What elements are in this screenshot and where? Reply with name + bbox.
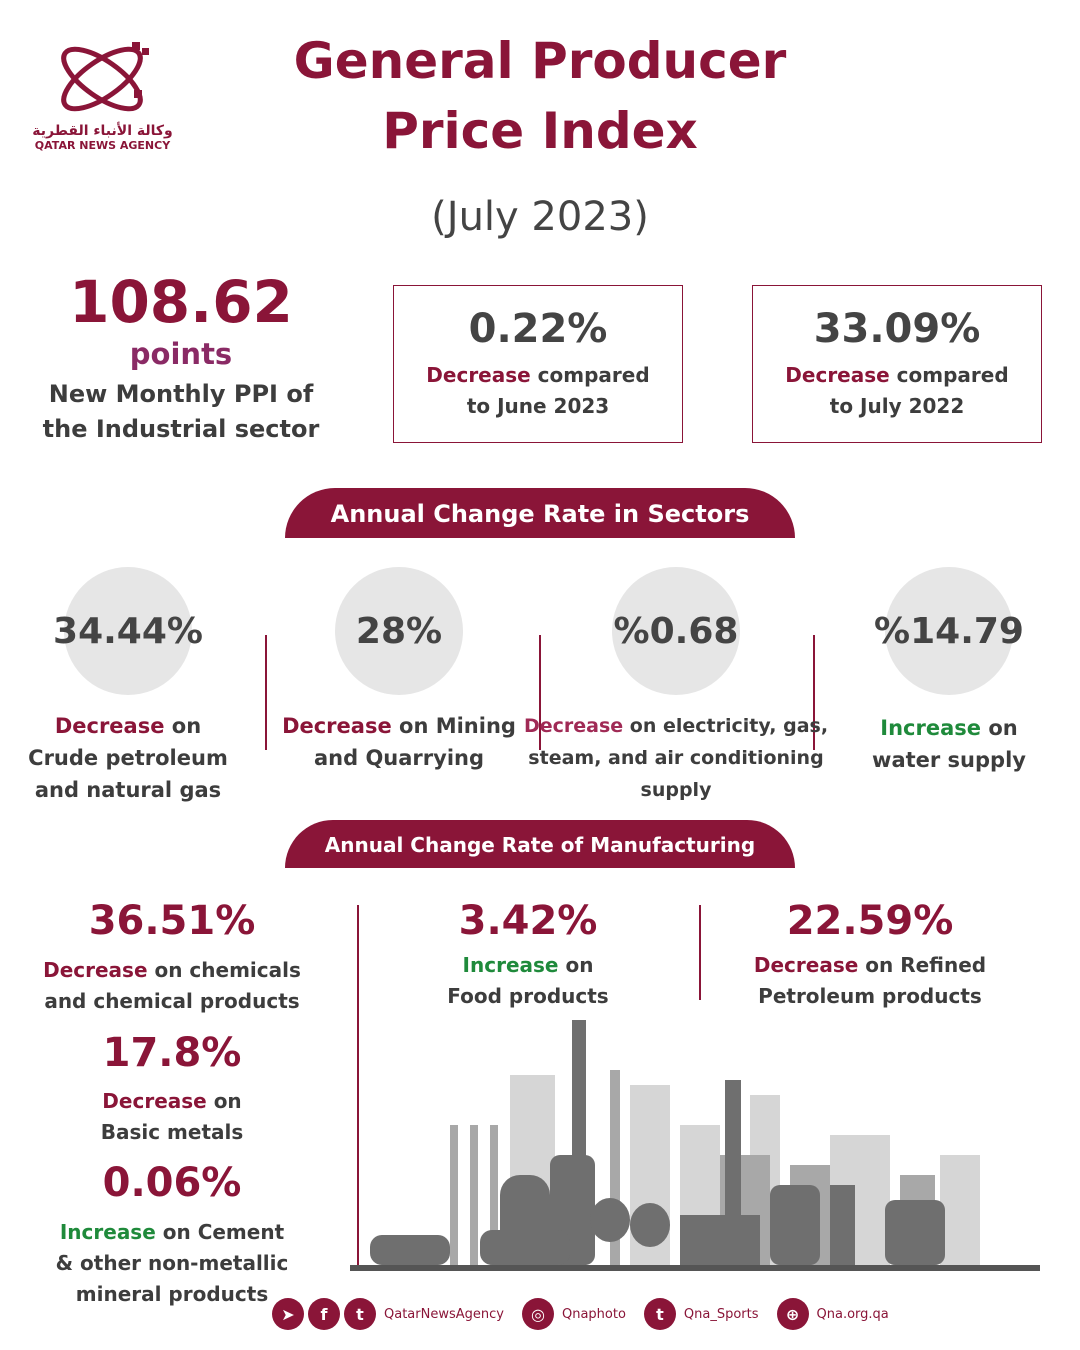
manufacturing-value: 3.42% xyxy=(458,898,598,944)
divider xyxy=(357,905,359,1265)
sector-name: Crude petroleum xyxy=(28,746,228,770)
sector-name: and Quarrying xyxy=(313,746,485,770)
change-text: on xyxy=(981,716,1018,740)
sector-circle: 28% xyxy=(335,567,463,695)
sector-caption: Increase on water supply xyxy=(872,712,1026,776)
title-line1: General Producer xyxy=(293,32,787,90)
instagram-handle[interactable]: Qnaphoto xyxy=(561,1306,626,1322)
monthly-change-value: 0.22% xyxy=(468,306,608,352)
divider xyxy=(265,635,267,750)
change-text: compared xyxy=(889,363,1009,387)
manufacturing-value: 22.59% xyxy=(786,898,954,944)
annual-change-value: 33.09% xyxy=(813,306,981,352)
change-text: compared xyxy=(530,363,650,387)
sector-name: water supply xyxy=(872,748,1026,772)
instagram-icon[interactable]: ◎ xyxy=(521,1298,554,1330)
manufacturing-caption: Increase on Cement & other non-metallic mi… xyxy=(56,1217,289,1310)
change-label: Decrease xyxy=(753,953,859,977)
divider xyxy=(813,635,815,750)
sector-name: steam, and air conditioning xyxy=(528,747,824,769)
manufacturing-value: 36.51% xyxy=(88,898,256,944)
globe-icon[interactable]: ⊕ xyxy=(776,1298,809,1330)
change-text: on xyxy=(164,714,202,738)
logo-english: QATAR NEWS AGENCY xyxy=(34,139,171,152)
industrial-skyline-illustration xyxy=(350,1020,1040,1271)
sector-caption: Decrease on electricity, gas, steam, and … xyxy=(524,710,828,806)
manufacturing-caption: Decrease on chemicals and chemical produc… xyxy=(43,955,301,1017)
change-label: Decrease xyxy=(426,363,531,387)
change-label: Increase xyxy=(59,1220,156,1244)
sector-name: Basic metals xyxy=(100,1120,244,1144)
headline-unit: points xyxy=(129,337,233,371)
sector-name: supply xyxy=(640,779,712,801)
sector-name: and chemical products xyxy=(44,989,300,1013)
twitter-icon[interactable]: t xyxy=(643,1298,676,1330)
headline-value: 108.62 xyxy=(69,268,293,336)
sector-circle: 34.44% xyxy=(53,567,203,695)
manufacturing-caption: Decrease on Basic metals xyxy=(101,1086,244,1148)
divider xyxy=(539,635,541,750)
sector-caption: Decrease on Mining and Quarrying xyxy=(282,710,516,774)
change-label: Decrease xyxy=(523,715,624,737)
qna-logo: وكالة الأنباء القطرية QATAR NEWS AGENCY xyxy=(30,34,175,159)
headline-line1: New Monthly PPI of xyxy=(48,380,314,408)
sector-name: Food products xyxy=(447,984,609,1008)
manufacturing-caption: Increase on Food products xyxy=(447,950,608,1012)
change-label: Decrease xyxy=(282,714,392,738)
sector-name: Petroleum products xyxy=(758,984,982,1008)
manufacturing-value: 0.06% xyxy=(102,1160,242,1206)
headline-line2: the Industrial sector xyxy=(42,415,320,443)
change-text: on electricity, gas, xyxy=(623,715,829,737)
sector-circle: %0.68 xyxy=(612,567,740,695)
facebook-icon[interactable]: f xyxy=(308,1298,340,1330)
change-label: Increase xyxy=(462,953,559,977)
manufacturing-banner: Annual Change Rate of Manufacturing Sect… xyxy=(285,820,795,907)
sector-name: & other non-metallic xyxy=(55,1251,289,1275)
telegram-icon[interactable]: ➤ xyxy=(272,1298,304,1330)
change-text: on Cement xyxy=(155,1220,285,1244)
annual-change-box: 33.09% Decrease compared to July 2022 xyxy=(752,285,1042,443)
website-link[interactable]: Qna.org.qa xyxy=(816,1306,889,1322)
comparison-period: to June 2023 xyxy=(466,394,610,418)
change-text: on xyxy=(558,953,594,977)
sector-caption: Decrease on Crude petroleum and natural ga… xyxy=(28,710,228,806)
monthly-change-box: 0.22% Decrease compared to June 2023 xyxy=(393,285,683,443)
divider xyxy=(699,905,701,1000)
period: (July 2023) xyxy=(431,194,649,240)
social-handle[interactable]: QatarNewsAgency xyxy=(384,1306,504,1322)
manufacturing-caption: Decrease on Refined Petroleum products xyxy=(754,950,986,1012)
sector-name: mineral products xyxy=(75,1282,269,1306)
change-text: on xyxy=(206,1089,242,1113)
sector-name: and natural gas xyxy=(34,778,222,802)
change-label: Increase xyxy=(880,716,982,740)
logo-mark-icon xyxy=(61,42,149,112)
change-label: Decrease xyxy=(54,714,165,738)
comparison-period: to July 2022 xyxy=(829,394,965,418)
change-label: Decrease xyxy=(785,363,890,387)
change-label: Decrease xyxy=(43,958,148,982)
title-line2: Price Index xyxy=(382,102,698,160)
manufacturing-value: 17.8% xyxy=(102,1030,242,1076)
sectors-banner: Annual Change Rate in Sectors xyxy=(285,488,795,538)
logo-arabic: وكالة الأنباء القطرية xyxy=(32,123,173,139)
change-text: on Mining xyxy=(391,714,516,738)
footer-social: ➤ f t QatarNewsAgency ◎ Qnaphoto t Qna_S… xyxy=(272,1298,903,1330)
sector-circle: %14.79 xyxy=(874,567,1024,695)
sports-handle[interactable]: Qna_Sports xyxy=(683,1306,759,1322)
change-label: Decrease xyxy=(102,1089,207,1113)
twitter-icon[interactable]: t xyxy=(344,1298,376,1330)
change-text: on chemicals xyxy=(147,958,301,982)
change-text: on Refined xyxy=(858,953,987,977)
